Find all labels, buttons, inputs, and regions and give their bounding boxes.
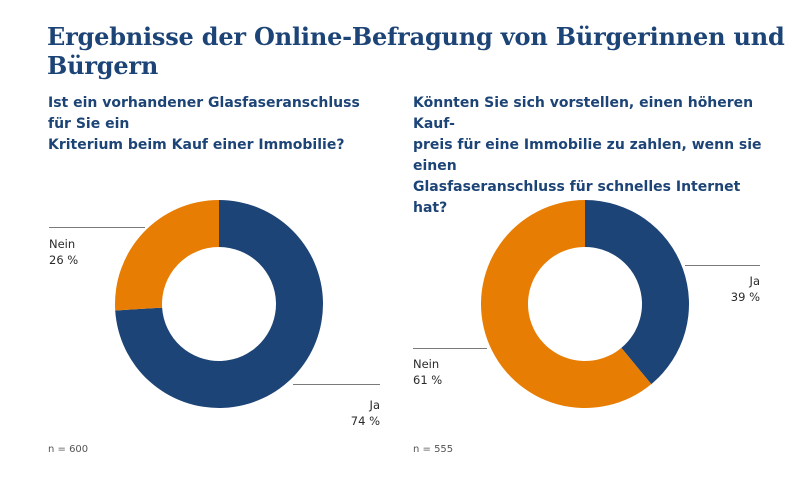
chart-1-ja-value: 74 % (350, 414, 380, 428)
chart-2-slice-nein (481, 200, 652, 408)
chart-2-nein-label: Nein 61 % (413, 356, 442, 388)
chart-2-ja-name: Ja (749, 274, 760, 288)
chart-1-slice-nein (114, 200, 219, 311)
chart-1-question: Ist ein vorhandener Glasfaseranschluss f… (48, 95, 360, 153)
donut-chart-2 (481, 200, 689, 408)
chart-1-ja-name: Ja (369, 398, 380, 412)
chart-1-sample-size: n = 600 (48, 444, 89, 455)
chart-1-nein-name: Nein (49, 237, 76, 251)
chart-1-nein-value: 26 % (49, 253, 79, 267)
chart-1-ja-label: Ja 74 % (330, 397, 380, 429)
chart-1-slice-ja (115, 200, 323, 409)
donut-chart-1 (114, 200, 323, 409)
chart-2-nein-name: Nein (413, 357, 440, 371)
chart-2-ja-label: Ja 39 % (710, 273, 760, 305)
chart-2-nein-value: 61 % (413, 373, 443, 387)
chart-2-slice-ja (585, 200, 689, 385)
chart-1-nein-label: Nein 26 % (49, 236, 78, 268)
chart-2-ja-value: 39 % (730, 290, 760, 304)
page-title: Ergebnisse der Online-Befragung von Bürg… (47, 22, 785, 80)
chart-2-sample-size: n = 555 (413, 444, 454, 455)
chart-2-question: Könnten Sie sich vorstellen, einen höher… (413, 95, 762, 216)
